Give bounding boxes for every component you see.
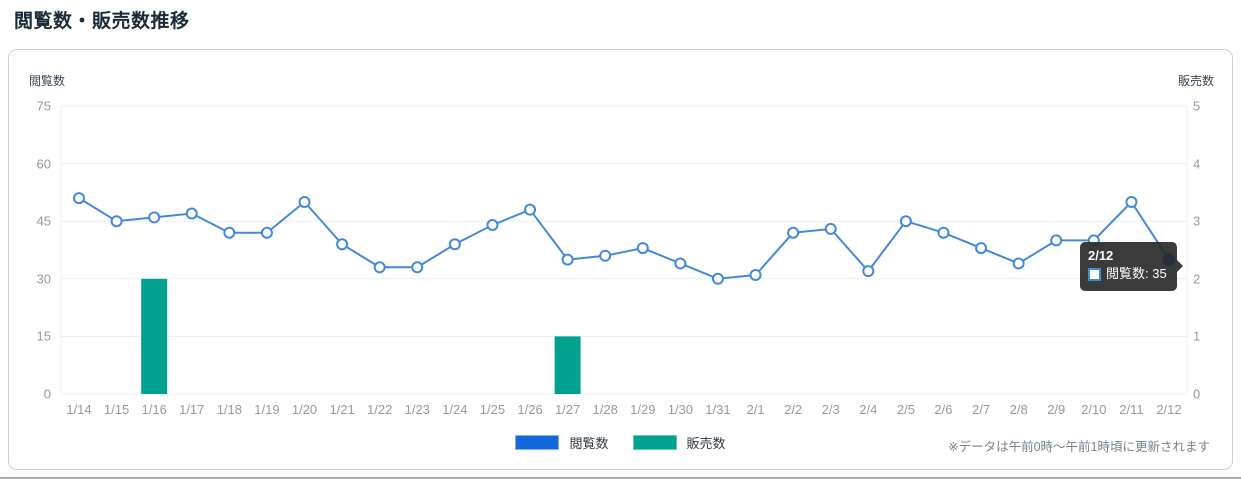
x-label-1-24: 1/24 xyxy=(442,402,468,417)
x-label-2-5: 2/5 xyxy=(896,402,915,417)
x-label-2-4: 2/4 xyxy=(859,402,878,417)
update-note: ※データは午前0時～午前1時頃に更新されます xyxy=(948,440,1210,454)
right-axis-title: 販売数 xyxy=(1177,74,1214,88)
chart-legend: 閲覧数 販売数 xyxy=(9,433,1232,452)
right-tick-2: 2 xyxy=(1193,271,1201,287)
x-label-1-18: 1/18 xyxy=(216,402,242,417)
x-label-2-11: 2/11 xyxy=(1119,402,1144,417)
right-tick-3: 3 xyxy=(1193,213,1201,229)
left-axis-ticks: 75 60 45 30 15 0 xyxy=(9,50,51,469)
x-label-1-15: 1/15 xyxy=(103,402,130,417)
tooltip-series-swatch-icon xyxy=(1087,268,1101,282)
right-tick-1: 1 xyxy=(1193,328,1201,344)
page-title: 閲覧数・販売数推移 xyxy=(14,11,190,32)
legend-item-sales[interactable]: 販売数 xyxy=(632,433,726,452)
bottom-divider xyxy=(0,477,1241,479)
left-axis-title: 閲覧数 xyxy=(29,74,66,88)
legend-label-sales: 販売数 xyxy=(686,436,726,451)
x-label-1-30: 1/30 xyxy=(667,402,694,417)
right-tick-0: 0 xyxy=(1193,386,1201,402)
left-tick-45: 45 xyxy=(36,213,51,229)
x-label-2-10: 2/10 xyxy=(1081,402,1107,417)
x-label-1-27: 1/27 xyxy=(554,402,581,417)
chart-plot-area[interactable] xyxy=(9,50,1232,469)
x-label-2-3: 2/3 xyxy=(821,402,840,417)
tooltip-date: 2/12 xyxy=(1087,247,1114,263)
legend-item-views[interactable]: 閲覧数 xyxy=(515,433,609,452)
x-label-2-1: 2/1 xyxy=(746,402,765,417)
x-label-2-8: 2/8 xyxy=(1009,402,1028,417)
x-label-1-26: 1/26 xyxy=(517,402,543,417)
x-label-1-29: 1/29 xyxy=(630,402,656,417)
x-label-1-14: 1/14 xyxy=(66,402,92,417)
x-label-2-6: 2/6 xyxy=(934,402,953,417)
x-label-1-31: 1/31 xyxy=(705,402,731,417)
left-tick-0: 0 xyxy=(43,386,51,402)
x-label-1-20: 1/20 xyxy=(291,402,318,417)
right-tick-4: 4 xyxy=(1193,156,1201,172)
x-label-2-2: 2/2 xyxy=(784,402,803,417)
x-label-1-21: 1/21 xyxy=(329,402,355,417)
x-label-2-12: 2/12 xyxy=(1156,402,1182,417)
chart-tooltip: 2/12 閲覧数: 35 xyxy=(1079,241,1183,292)
left-tick-75: 75 xyxy=(36,98,51,114)
x-label-1-25: 1/25 xyxy=(479,402,506,417)
x-label-1-22: 1/22 xyxy=(367,402,393,417)
x-label-1-28: 1/28 xyxy=(592,402,618,417)
left-tick-15: 15 xyxy=(36,328,51,344)
legend-label-views: 閲覧数 xyxy=(569,436,609,451)
right-axis-ticks: 5 4 3 2 1 0 xyxy=(1193,50,1227,469)
x-label-2-7: 2/7 xyxy=(972,402,991,417)
right-tick-5: 5 xyxy=(1193,98,1201,114)
tooltip-value-text: 閲覧数: 35 xyxy=(1105,266,1167,282)
x-label-1-17: 1/17 xyxy=(179,402,205,417)
left-tick-30: 30 xyxy=(36,271,51,287)
x-axis-labels: 1/14 1/15 1/16 1/17 1/18 1/19 1/20 1/21 1/22 1/23… xyxy=(9,50,1232,469)
x-label-1-16: 1/16 xyxy=(141,402,167,417)
left-tick-60: 60 xyxy=(36,156,51,172)
x-label-1-19: 1/19 xyxy=(254,402,280,417)
x-label-2-9: 2/9 xyxy=(1047,402,1066,417)
views-swatch-icon xyxy=(515,435,560,450)
x-label-1-23: 1/23 xyxy=(404,402,430,417)
sales-swatch-icon xyxy=(632,435,677,450)
